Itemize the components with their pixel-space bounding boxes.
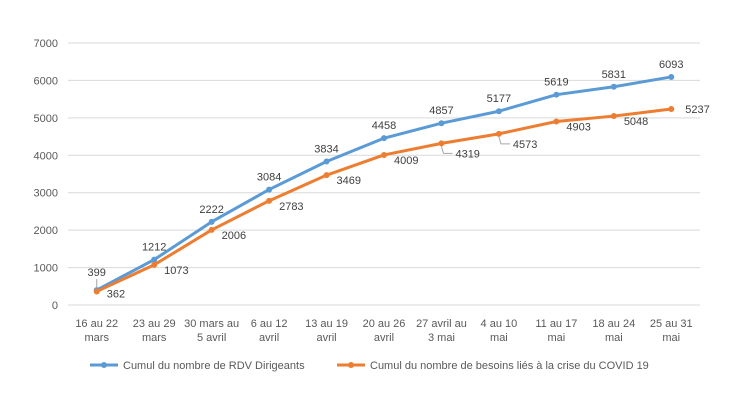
y-tick-label: 2000 [34,225,58,237]
data-label: 3469 [337,175,361,187]
legend-entry: Cumul du nombre de besoins liés à la cri… [370,360,649,372]
data-point [151,261,158,268]
data-label: 5619 [544,77,568,89]
data-point [610,83,617,90]
label-leader-line [440,146,453,154]
y-tick-label: 1000 [34,263,58,275]
data-label: 4458 [372,120,396,132]
series-lines [93,73,675,295]
data-label: 4573 [513,139,537,151]
data-label: 5177 [487,93,511,105]
data-label: 2222 [199,204,223,216]
x-tick-label: 6 au 12 avril [251,318,288,344]
data-label: 6093 [659,59,683,71]
data-point [151,256,158,263]
data-point [323,172,330,179]
x-tick-label: 27 avril au 3 mai [416,318,467,344]
y-tick-label: 3000 [34,188,58,200]
data-point [93,288,100,295]
data-label: 5831 [602,69,626,81]
series-line [95,75,673,292]
data-labels: 399 1212 2222 3084 3834 4458 4857 5177 5619 5831 6… [88,59,710,301]
legend-entry: Cumul du nombre de RDV Dirigeants [123,360,305,372]
data-label: 5048 [624,116,648,128]
data-label: 4857 [429,105,453,117]
label-leader-line [498,136,510,145]
data-point [208,218,215,225]
data-point [266,186,273,193]
x-tick-label: 25 au 31 mai [650,318,693,344]
data-label: 2006 [222,230,246,242]
data-point [668,105,675,112]
data-label: 5237 [685,104,709,116]
y-axis: 0 1000 2000 3000 4000 5000 6000 7000 [34,38,58,312]
y-tick-label: 5000 [34,113,58,125]
y-tick-label: 7000 [34,38,58,50]
data-label: 4009 [394,155,418,167]
x-tick-label: 30 mars au 5 avril [184,318,239,344]
x-tick-label: 16 au 22 mars [75,318,118,344]
data-point [495,130,502,137]
x-axis: 16 au 22 mars 23 au 29 mars 30 mars au 5 avri… [75,318,692,344]
data-point [668,73,675,80]
data-label: 1073 [164,265,188,277]
data-point [381,135,387,142]
legend: Cumul du nombre de RDV Dirigeants Cumul d… [90,360,649,372]
data-label: 3084 [257,172,281,184]
y-tick-label: 6000 [34,75,58,87]
x-tick-label: 11 au 17 mai [535,318,577,344]
x-tick-label: 18 au 24 mai [592,318,635,344]
data-label: 399 [88,267,106,279]
y-tick-label: 0 [52,300,58,312]
data-point [553,91,560,98]
data-label: 3834 [314,143,338,155]
data-point [323,158,330,165]
data-label: 362 [107,288,125,300]
grid [68,42,700,306]
data-point [381,151,387,158]
data-point [610,113,617,120]
data-point [208,226,215,233]
x-tick-label: 23 au 29 mars [133,318,176,344]
data-point [495,108,502,115]
data-label: 4903 [566,121,590,133]
data-point [438,120,445,127]
data-label: 4319 [455,148,479,160]
data-label: 1212 [142,242,166,254]
x-tick-label: 13 au 19 avril [305,318,348,344]
y-tick-label: 4000 [34,150,58,162]
data-point [266,197,273,204]
data-point [553,118,560,125]
x-tick-label: 20 au 26 avril [363,318,406,344]
data-label: 2783 [279,201,303,213]
legend-swatch-marker [101,362,107,368]
data-point [438,140,445,147]
legend-swatch-marker [348,362,354,368]
x-tick-label: 4 au 10 mai [481,318,518,344]
